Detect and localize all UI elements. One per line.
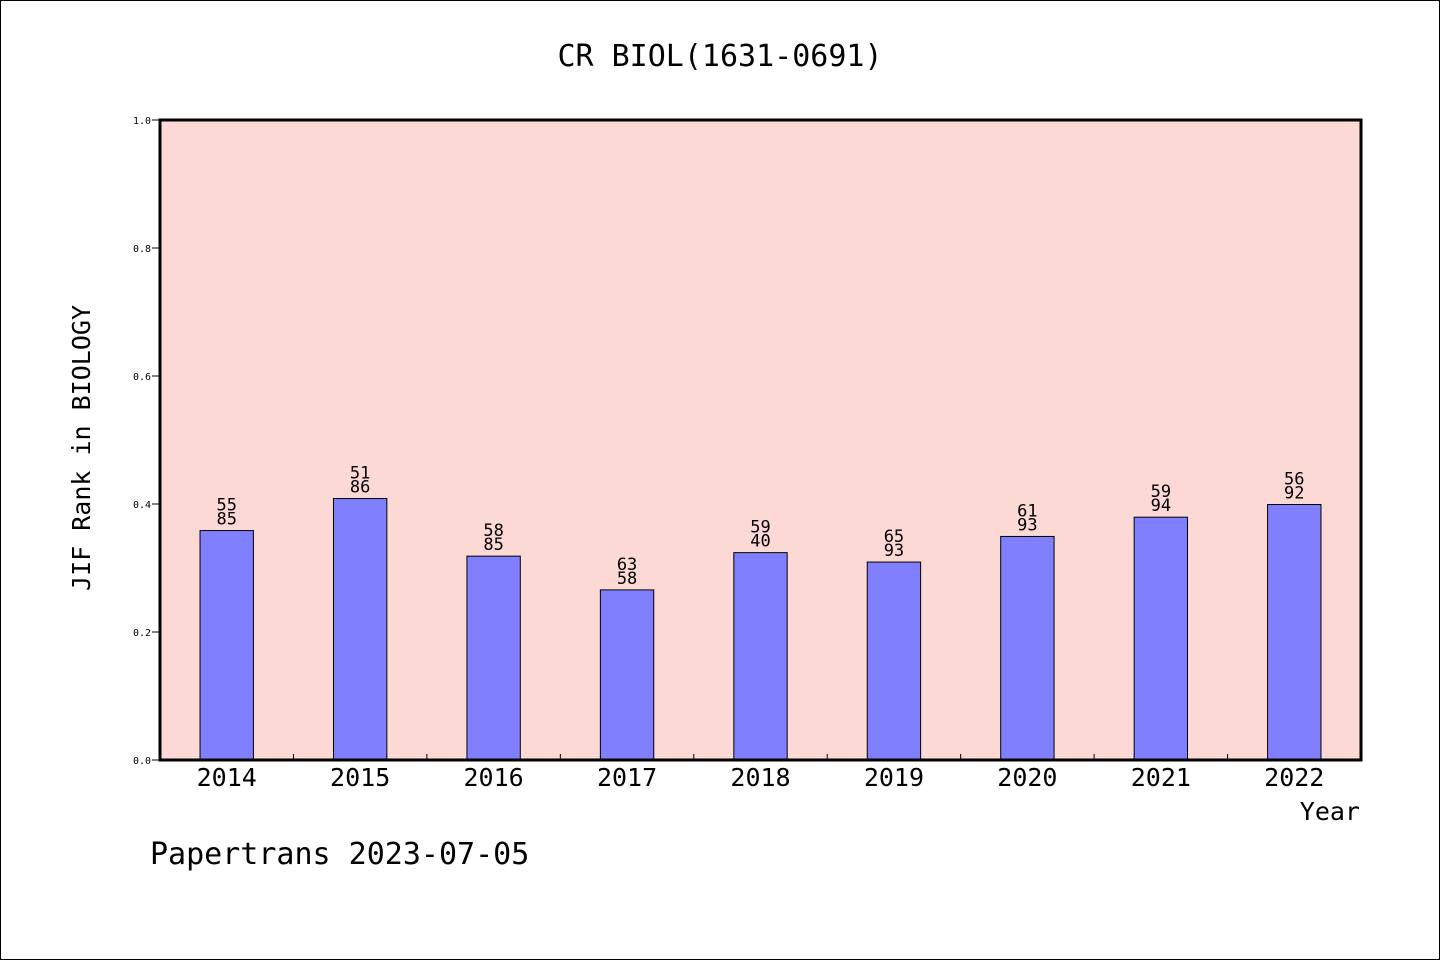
x-tick-label: 2017 [597, 763, 657, 792]
bar [199, 530, 254, 761]
bar-label-rank: 51 [350, 463, 370, 483]
bar [866, 561, 922, 761]
chart-title: CR BIOL(1631-0691) [557, 39, 882, 74]
x-axis-label: Year [1300, 797, 1360, 826]
bar-label-total: 92 [1284, 484, 1304, 504]
y-tick-label: 0.0 [133, 756, 151, 767]
bar-label-rank: 65 [884, 527, 904, 547]
x-tick-label: 2019 [864, 763, 924, 792]
bar [1000, 535, 1055, 761]
bar-label-total: 85 [483, 535, 503, 555]
bar-label-total: 93 [884, 541, 904, 561]
y-tick-label: 0.6 [133, 372, 151, 383]
bar-label-rank: 61 [1017, 501, 1037, 521]
bar-label-total: 85 [216, 510, 236, 530]
y-tick-label: 1.0 [133, 116, 151, 127]
bar [1267, 504, 1322, 761]
x-tick-label: 2021 [1131, 763, 1191, 792]
x-tick-label: 2018 [730, 763, 790, 792]
bar-label-rank: 59 [1151, 482, 1171, 502]
bar-label-total: 86 [350, 477, 370, 497]
bar [1133, 516, 1189, 761]
bar-label-total: 40 [750, 532, 770, 552]
bar [332, 497, 388, 761]
y-tick-label: 0.8 [133, 244, 151, 255]
bar [466, 555, 521, 761]
bar-label-rank: 56 [1284, 470, 1304, 490]
bar-label-rank: 59 [750, 518, 770, 538]
x-tick-label: 2014 [197, 763, 257, 792]
y-tick-label: 0.4 [133, 500, 151, 511]
x-tick-label: 2022 [1264, 763, 1324, 792]
x-tick-label: 2020 [997, 763, 1057, 792]
bar [599, 589, 655, 761]
bar-label-rank: 63 [617, 555, 637, 575]
y-axis-label: JIF Rank in BIOLOGY [67, 305, 96, 591]
plot-border [158, 118, 1363, 762]
x-tick-label: 2016 [464, 763, 524, 792]
bar [733, 552, 788, 761]
bar-label-total: 58 [617, 569, 637, 589]
bar-label-total: 93 [1017, 515, 1037, 535]
y-tick-label: 0.2 [133, 628, 151, 639]
x-tick-label: 2015 [330, 763, 390, 792]
bar-label-rank: 58 [483, 521, 503, 541]
footer-text: Papertrans 2023-07-05 [150, 837, 529, 872]
bar-label-total: 94 [1151, 496, 1171, 516]
bar-label-rank: 55 [216, 496, 236, 516]
